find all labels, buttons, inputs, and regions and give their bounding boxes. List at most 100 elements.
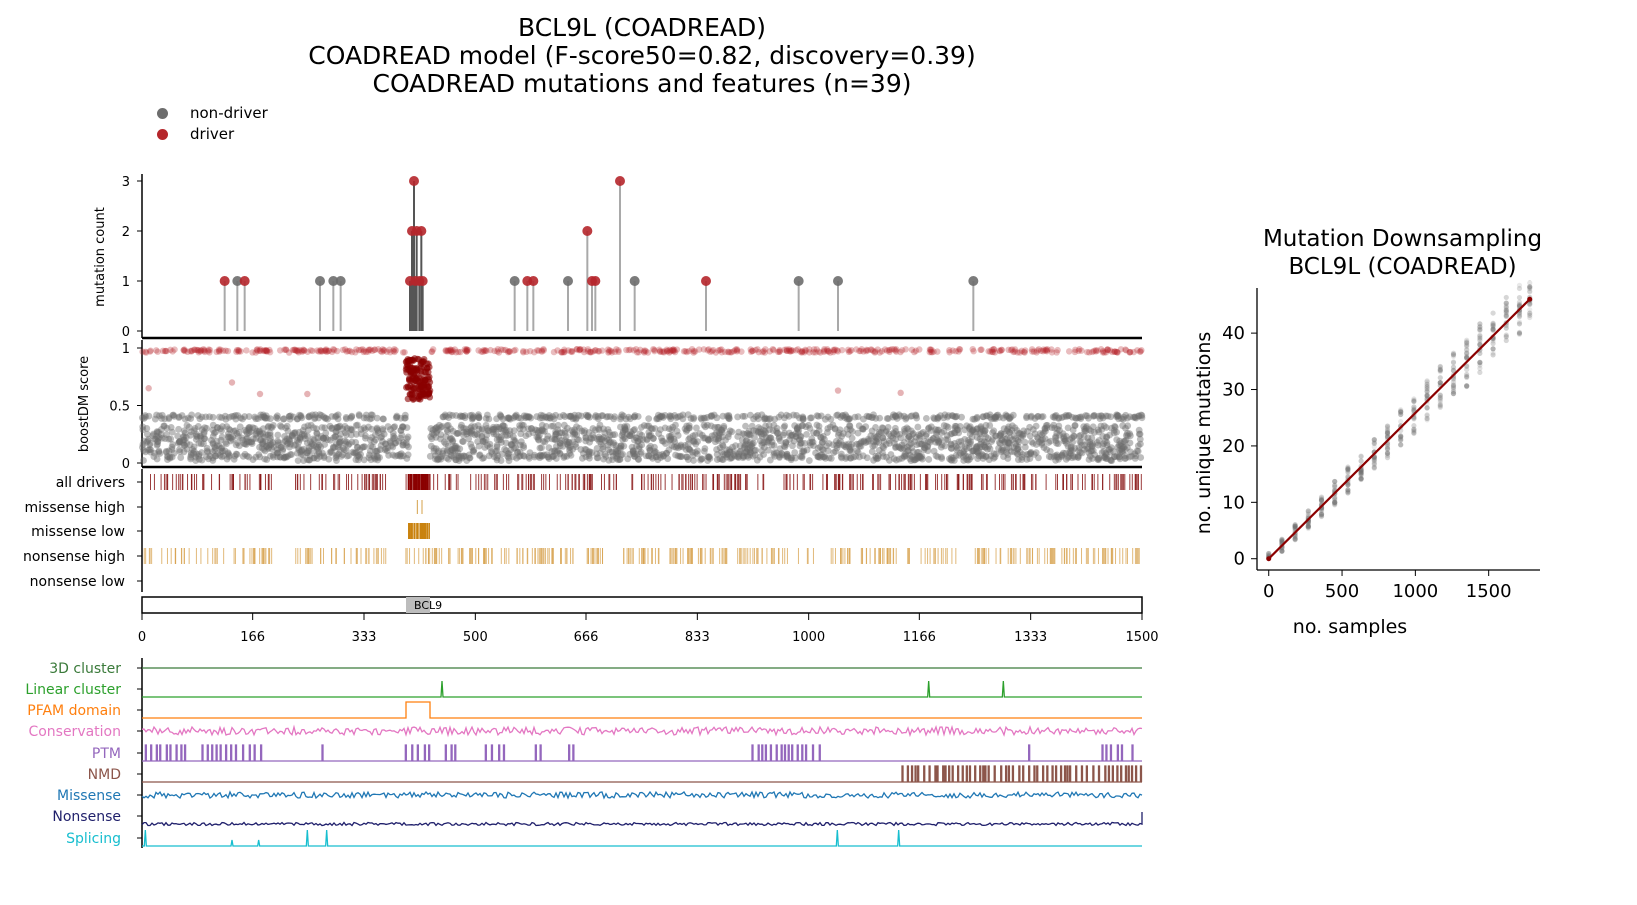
non-driver-score-point [430, 447, 438, 455]
non-driver-score-point [1024, 427, 1031, 435]
non-driver-score-point [502, 428, 510, 436]
non-driver-score-point [1100, 422, 1108, 430]
non-driver-score-point [153, 429, 161, 437]
non-driver-score-point [893, 415, 901, 422]
non-driver-score-point [1009, 411, 1017, 419]
figure-title-line-3: COADREAD mutations and features (n=39) [372, 69, 912, 98]
non-driver-score-point [1038, 441, 1046, 448]
driver-score-point [1007, 346, 1015, 354]
non-driver-score-point [508, 441, 516, 449]
driver-score-point [573, 346, 581, 353]
non-driver-score-point [668, 432, 676, 439]
non-driver-score-point [1115, 453, 1123, 461]
downsampling-point [1398, 442, 1404, 448]
non-driver-score-point [706, 455, 714, 462]
non-driver-score-point [520, 444, 528, 451]
non-driver-score-point [661, 424, 669, 432]
non-driver-score-point [520, 412, 528, 420]
non-driver-score-point [628, 430, 636, 438]
non-driver-score-point [1006, 439, 1014, 447]
non-driver-score-point [908, 453, 916, 461]
hotspot-score-point [412, 374, 420, 382]
non-driver-score-point [264, 423, 272, 431]
non-driver-score-point [672, 444, 680, 451]
feature-track-label: PFAM domain [27, 703, 121, 719]
non-driver-score-point [253, 427, 261, 435]
driver-score-point [465, 346, 472, 354]
non-driver-score-point [719, 442, 727, 450]
non-driver-score-point [482, 415, 490, 422]
non-driver-score-point [322, 434, 330, 442]
non-driver-score-point [814, 412, 822, 420]
feature-track-line [142, 829, 1142, 847]
non-driver-score-point [674, 452, 682, 460]
legend-marker-non-driver [157, 107, 168, 119]
non-driver-score-point [192, 432, 200, 440]
non-driver-score-point [606, 413, 614, 421]
non-driver-score-point [932, 452, 940, 460]
non-driver-score-point [687, 415, 695, 422]
non-driver-score-point [593, 450, 601, 458]
non-driver-score-point [760, 439, 768, 446]
non-driver-score-point [634, 413, 642, 420]
non-driver-score-point [941, 442, 949, 450]
downsampling-point [1318, 494, 1325, 500]
non-driver-score-point [785, 429, 793, 437]
non-driver-score-point [267, 423, 275, 431]
non-driver-score-point [1005, 423, 1013, 431]
downsampling-point [1503, 337, 1509, 344]
non-driver-score-point [212, 452, 220, 460]
non-driver-score-point [1104, 412, 1112, 420]
non-driver-score-point [996, 440, 1004, 447]
non-driver-score-point [885, 437, 893, 444]
non-driver-score-point [979, 455, 987, 462]
driver-score-point [228, 379, 236, 386]
lollipop-ytick-label: 0 [122, 325, 130, 340]
non-driver-score-point [161, 415, 169, 423]
non-driver-score-point [336, 422, 344, 430]
non-driver-score-point [1023, 456, 1031, 463]
non-driver-score-point [955, 438, 963, 446]
non-driver-score-point [259, 411, 267, 419]
non-driver-score-point [1089, 423, 1097, 431]
non-driver-score-point [900, 412, 908, 420]
non-driver-score-point [815, 453, 823, 460]
downsampling-point [1358, 454, 1364, 460]
non-driver-score-point [757, 425, 764, 433]
non-driver-score-point [1109, 447, 1117, 455]
non-driver-score-point [616, 444, 624, 452]
driver-score-point [290, 346, 298, 353]
non-driver-score-point [982, 453, 990, 461]
non-driver-score-point [166, 454, 174, 462]
non-driver-score-point [742, 437, 750, 445]
non-driver-score-point [377, 442, 385, 449]
non-driver-score-point [1091, 451, 1099, 459]
driver-score-point [222, 347, 229, 354]
non-driver-score-point [166, 453, 174, 461]
non-driver-score-point [293, 449, 301, 457]
non-driver-score-point [714, 437, 722, 444]
non-driver-score-point [1063, 432, 1070, 440]
non-driver-score-point [452, 442, 460, 450]
non-driver-score-point [745, 430, 753, 438]
non-driver-score-point [793, 425, 801, 432]
non-driver-score-point [686, 445, 694, 453]
non-driver-score-point [478, 433, 486, 441]
non-driver-score-point [434, 426, 442, 433]
non-driver-score-point [663, 449, 670, 457]
non-driver-score-point [336, 435, 343, 442]
non-driver-score-point [1001, 438, 1008, 446]
non-driver-score-point [1098, 412, 1106, 420]
non-driver-score-point [600, 455, 607, 463]
non-driver-score-point [194, 412, 202, 419]
driver-score-point [955, 348, 962, 355]
non-driver-score-point [485, 415, 493, 423]
non-driver-score-point [198, 449, 206, 456]
non-driver-score-point [631, 413, 638, 421]
non-driver-score-point [736, 447, 744, 455]
non-driver-score-point [225, 413, 233, 421]
non-driver-score-point [288, 451, 295, 458]
non-driver-score-point [1124, 414, 1131, 422]
non-driver-score-point [1059, 430, 1067, 438]
